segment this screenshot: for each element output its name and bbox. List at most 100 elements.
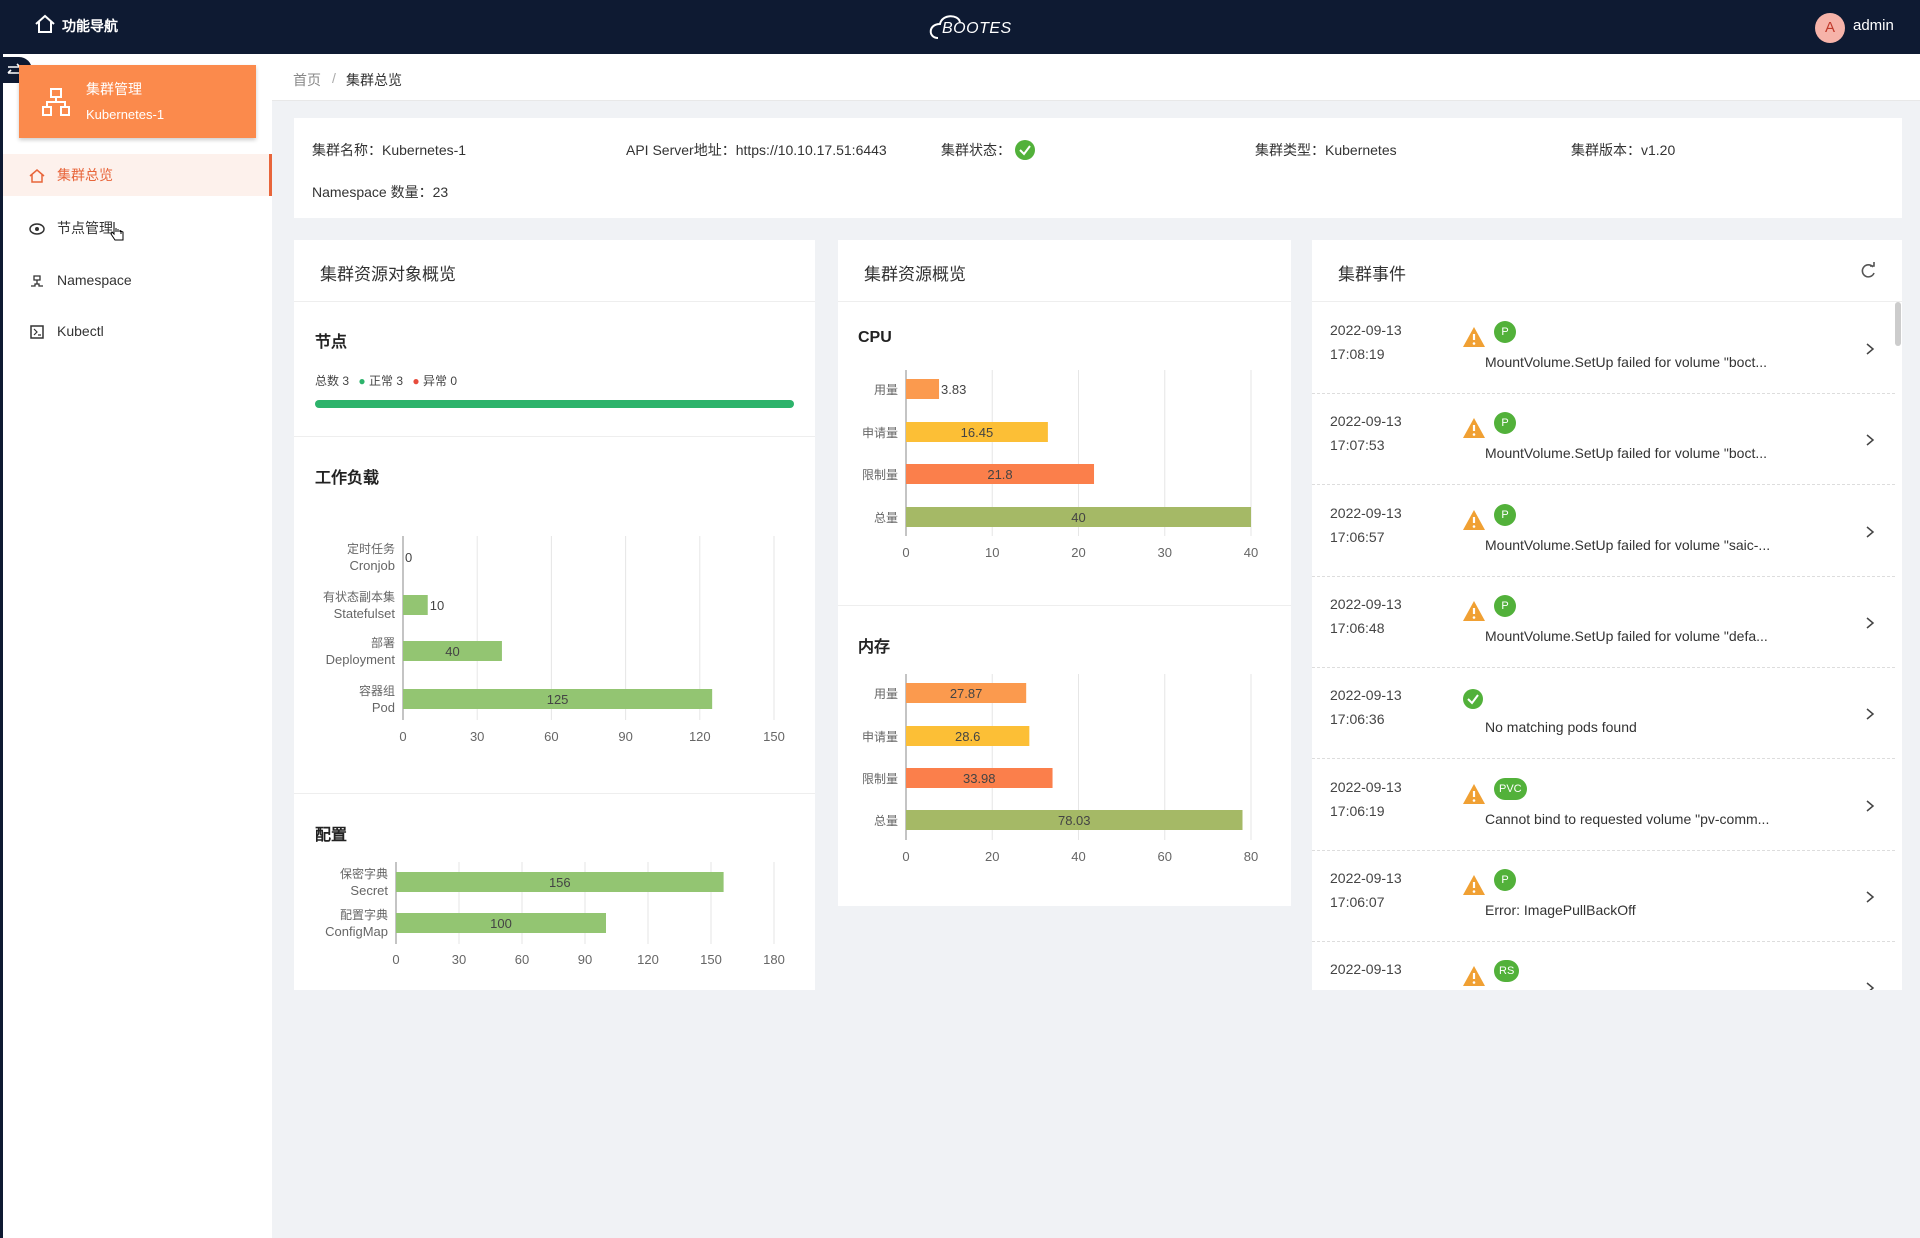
nav-label[interactable]: 功能导航	[62, 18, 118, 34]
event-list: 2022-09-13 17:08:19 P MountVolume.SetUp fai…	[1312, 302, 1895, 990]
warning-icon	[1463, 509, 1485, 530]
top-bar: 功能导航 BOOTES A admin	[0, 0, 1920, 54]
sidebar: 集群管理 Kubernetes-1 集群总览 节点管理 Namespace Ku…	[0, 54, 272, 1238]
event-time: 17:06:48	[1330, 619, 1385, 636]
chevron[interactable]	[1864, 981, 1876, 990]
node-legend: 总数 3 ● 正常 3 ● 异常 0	[315, 374, 458, 388]
panel-title: 集群事件	[1338, 265, 1406, 284]
event-time: 17:06:36	[1330, 711, 1385, 728]
breadcrumb-separator: /	[332, 70, 336, 86]
username[interactable]: admin	[1853, 17, 1894, 34]
legend-value: 3	[342, 374, 350, 388]
event-message: No matching pods found	[1485, 719, 1637, 736]
chevron[interactable]	[1864, 342, 1876, 356]
usage-panel: 集群资源概览 CPU 内存	[838, 240, 1291, 906]
info-item: 集群类型：Kubernetes	[1255, 140, 1397, 160]
event-tag: PVC	[1494, 777, 1527, 800]
chevron[interactable]	[1864, 525, 1876, 539]
event-message: Error: ImagePullBackOff	[1485, 901, 1636, 918]
event-date: 2022-09-13	[1330, 595, 1402, 612]
divider	[294, 793, 815, 794]
cluster-name: Kubernetes-1	[86, 107, 165, 122]
legend-label: 正常	[368, 374, 393, 388]
event-time: 17:08:19	[1330, 346, 1385, 362]
event-time: 17:06:07	[1330, 893, 1385, 910]
resources-panel: 集群资源对象概览 节点 总数 3 ● 正常 3 ● 异常 0 工作负载 配置	[294, 240, 815, 990]
event-message: MountVolume.SetUp failed for volume "boc…	[1485, 354, 1768, 370]
event-row[interactable]: 2022-09-13 17:06:57 P MountVolume.SetUp fai…	[1312, 485, 1895, 577]
logo-cloud	[929, 15, 961, 39]
event-tag: RS	[1494, 960, 1520, 983]
event-message: Cannot bind to requested volume "pv-comm…	[1485, 810, 1770, 827]
event-time: 17:07:53	[1330, 437, 1385, 454]
event-message: MountVolume.SetUp failed for volume "sai…	[1485, 536, 1771, 553]
node-progress	[315, 400, 794, 408]
divider	[1312, 301, 1902, 302]
warning-icon	[1463, 874, 1485, 895]
ok-icon	[1463, 689, 1483, 710]
event-row[interactable]: 2022-09-13 17:07:53 P MountVolume.SetUp fai…	[1312, 393, 1895, 486]
cluster-title: 集群管理	[86, 81, 142, 97]
node-progress-track	[315, 400, 794, 408]
menu-item[interactable]: Kubectl	[57, 323, 104, 339]
chevron[interactable]	[1864, 707, 1876, 721]
avatar[interactable]: A	[1815, 13, 1845, 43]
menu-item[interactable]: Namespace	[57, 272, 132, 288]
event-tag: P	[1494, 594, 1516, 617]
chevron[interactable]	[1864, 799, 1876, 813]
event-time: 17:06:57	[1330, 528, 1385, 545]
event-date: 2022-09-13	[1330, 778, 1402, 795]
section-title: 内存	[858, 639, 891, 656]
divider	[838, 301, 1291, 302]
divider	[294, 301, 815, 302]
info-value: Kubernetes	[1325, 142, 1397, 158]
refresh-icon[interactable]	[1859, 262, 1877, 280]
events-panel: 集群事件 2022-09-13 17:08:19 P MountVolume.SetU…	[1312, 240, 1902, 990]
event-row[interactable]: 2022-09-13 RS	[1312, 941, 1895, 990]
warning-icon	[1463, 418, 1485, 439]
info-label: 集群状态：	[941, 142, 1011, 158]
legend-value: 0	[450, 374, 458, 388]
event-tag: P	[1494, 321, 1516, 343]
section-title: 节点	[315, 334, 348, 351]
warning-icon	[1463, 783, 1485, 804]
event-message: MountVolume.SetUp failed for volume "boc…	[1485, 445, 1768, 462]
panel-title: 集群资源概览	[864, 265, 966, 284]
menu-item[interactable]: 集群总览	[3, 154, 272, 196]
info-label: 集群类型：	[1255, 142, 1325, 158]
event-tag: P	[1494, 503, 1516, 526]
event-row[interactable]: 2022-09-13 17:06:36 No matching pods found	[1312, 667, 1895, 760]
section-title: 工作负载	[315, 470, 380, 487]
event-tag: P	[1494, 868, 1516, 891]
info-value: 23	[432, 184, 449, 200]
info-label: 集群名称：	[312, 142, 382, 158]
chevron[interactable]	[1864, 433, 1876, 447]
info-label: Namespace 数量：	[312, 184, 433, 200]
event-row[interactable]: 2022-09-13 17:06:48 P MountVolume.SetUp fai…	[1312, 576, 1895, 668]
info-item: 集群名称：Kubernetes-1	[312, 140, 466, 160]
cluster-card[interactable]: 集群管理 Kubernetes-1	[19, 65, 256, 138]
cursor	[110, 222, 124, 241]
logo: BOOTES	[942, 20, 1012, 37]
panel-title: 集群资源对象概览	[320, 265, 456, 284]
event-date: 2022-09-13	[1330, 413, 1402, 430]
info-value: v1.20	[1641, 142, 1676, 158]
legend-label: 异常	[422, 374, 447, 388]
event-row[interactable]: 2022-09-13 17:06:19 PVC Cannot bind to requ…	[1312, 759, 1895, 851]
event-row[interactable]: 2022-09-13 17:08:19 P MountVolume.SetUp fai…	[1312, 302, 1895, 394]
legend-label: 总数	[315, 374, 340, 388]
event-date: 2022-09-13	[1330, 869, 1402, 886]
cluster-icon	[42, 88, 70, 116]
status-ok-icon	[1014, 140, 1035, 160]
chevron[interactable]	[1864, 616, 1876, 630]
breadcrumb-link[interactable]: 首页	[293, 72, 321, 88]
scrollbar[interactable]	[1895, 302, 1901, 346]
event-row[interactable]: 2022-09-13 17:06:07 P Error: ImagePullBackO…	[1312, 850, 1895, 942]
info-label: API Server地址：	[626, 142, 736, 158]
home-icon[interactable]	[34, 13, 56, 35]
menu-item[interactable]: 节点管理	[57, 220, 113, 236]
info-label: 集群版本：	[1571, 142, 1641, 158]
chevron[interactable]	[1864, 890, 1876, 904]
